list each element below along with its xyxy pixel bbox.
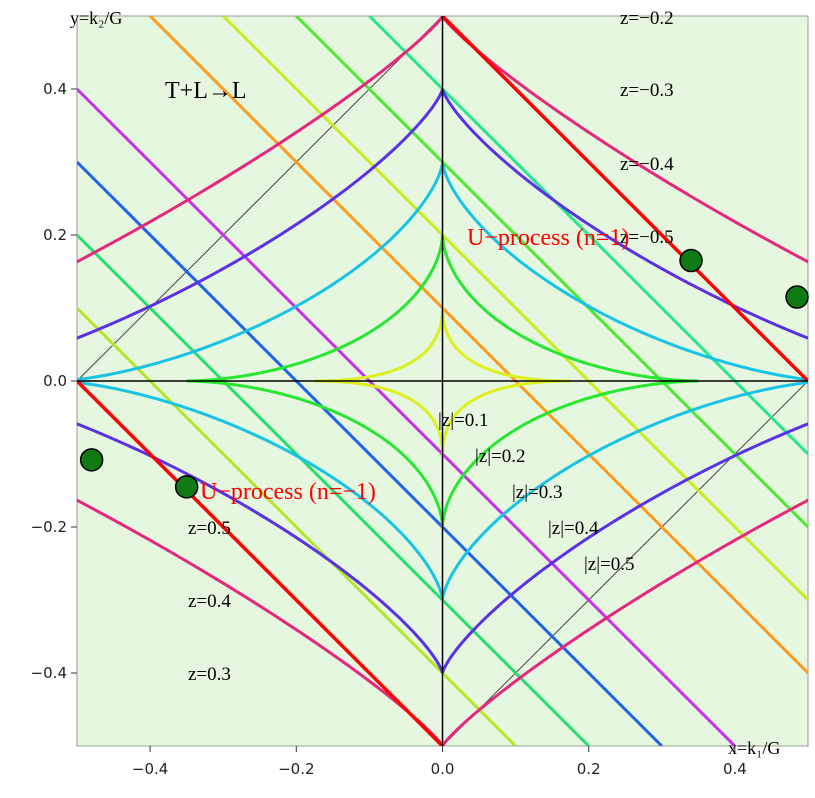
u-process-line-0 bbox=[441, 16, 808, 383]
axes-group bbox=[77, 16, 808, 746]
level-label-0.5: |z|=0.5 bbox=[584, 554, 635, 575]
lower-label-z0.4: z=0.4 bbox=[188, 591, 231, 612]
diagonal-line-upper-1 bbox=[222, 16, 808, 602]
level-label-0.3: |z|=0.3 bbox=[512, 482, 563, 503]
level-label-0.2: |z|=0.2 bbox=[475, 446, 526, 467]
upper-label-z-0.5: z=−0.5 bbox=[620, 227, 674, 248]
x-tick-label-2: 0.0 bbox=[431, 760, 455, 778]
diagonal-line-upper-2 bbox=[295, 16, 808, 529]
upper-label-z-0.2: z=−0.2 bbox=[620, 8, 674, 29]
y-tick-label-2: 0.0 bbox=[43, 372, 67, 390]
y-tick-label-0: −0.4 bbox=[31, 664, 67, 682]
u-process-label-n-1: U−process (n=−1) bbox=[200, 479, 376, 505]
chart-title: T+L→L bbox=[165, 78, 247, 104]
y-tick-label-4: 0.4 bbox=[43, 80, 67, 98]
upper-label-z-0.3: z=−0.3 bbox=[620, 80, 674, 101]
x-axis-label: x=k₁/G bbox=[728, 738, 780, 758]
data-point-0 bbox=[679, 248, 703, 273]
diagonal-line-lower-2 bbox=[77, 233, 590, 746]
y-axis-label: y=k₂/G bbox=[70, 8, 122, 28]
points-group bbox=[79, 248, 809, 499]
y-tick-label-3: 0.2 bbox=[43, 226, 67, 244]
chart-lines-group bbox=[77, 16, 808, 746]
contour-line-2 bbox=[77, 161, 808, 601]
diagonal-line-lower-0 bbox=[77, 87, 736, 746]
x-tick-label-1: −0.2 bbox=[278, 760, 314, 778]
ticks-group: −0.4 −0.2 0.0 0.2 0.4 −0.4 −0.2 0.0 0.2 0.4 bbox=[31, 80, 747, 778]
contour-line-3 bbox=[77, 88, 808, 674]
upper-label-z-0.4: z=−0.4 bbox=[620, 154, 674, 175]
x-tick-label-4: 0.4 bbox=[723, 760, 747, 778]
u-process-label-n1: U−process (n=1) bbox=[467, 225, 629, 251]
lower-label-z0.3: z=0.3 bbox=[188, 664, 231, 685]
diagonal-line-upper-0 bbox=[149, 16, 808, 675]
data-point-1 bbox=[785, 285, 809, 309]
contour-line-0 bbox=[314, 308, 571, 454]
data-point-3 bbox=[79, 448, 104, 472]
annotations-group: T+L→L y=k₂/G x=k₁/G |z|=0.1 |z|=0.2 |z|=… bbox=[70, 8, 780, 758]
y-tick-label-1: −0.2 bbox=[31, 518, 67, 536]
lower-label-z0.5: z=0.5 bbox=[188, 518, 231, 539]
level-label-0.1: |z|=0.1 bbox=[438, 410, 489, 431]
contour-line-4 bbox=[77, 16, 808, 746]
level-label-0.4: |z|=0.4 bbox=[548, 518, 599, 539]
x-tick-label-3: 0.2 bbox=[577, 760, 601, 778]
x-tick-label-0: −0.4 bbox=[132, 760, 168, 778]
diagonal-line-lower-1 bbox=[77, 160, 663, 746]
data-point-2 bbox=[174, 475, 199, 499]
u-process-line-1 bbox=[77, 379, 444, 746]
